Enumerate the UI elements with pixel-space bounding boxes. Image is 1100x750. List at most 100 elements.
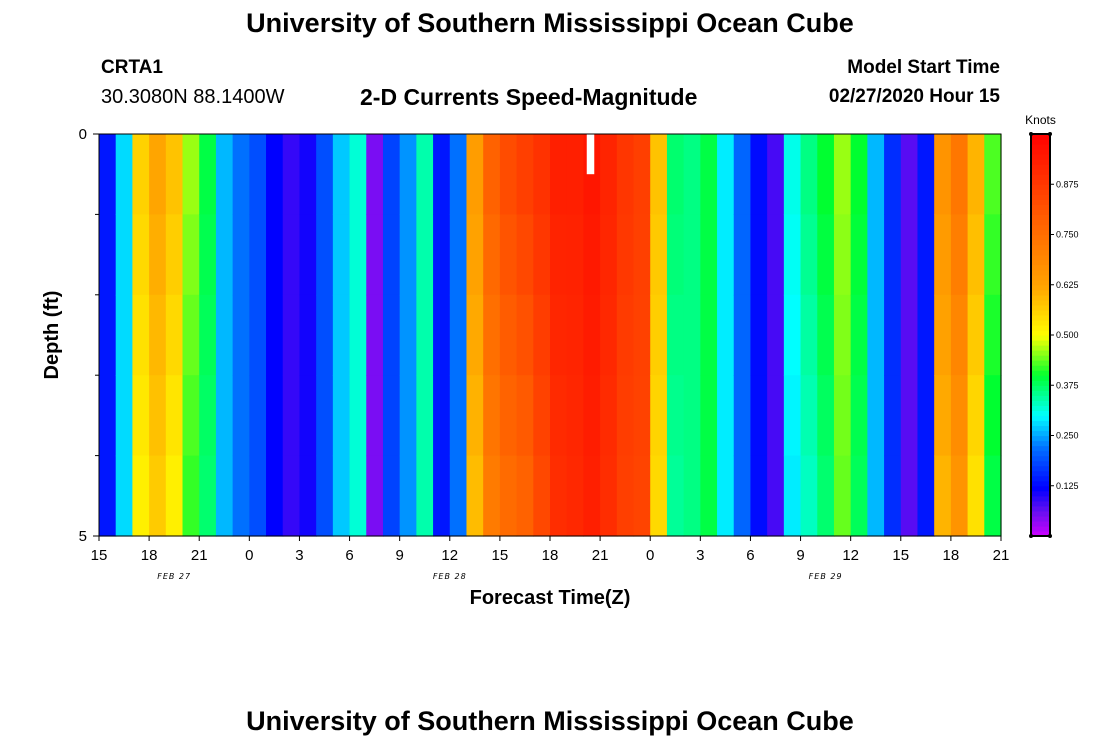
- heatmap-cell: [232, 294, 250, 376]
- heatmap-cell: [650, 375, 668, 457]
- heatmap-cell: [466, 455, 484, 537]
- station-id: CRTA1: [101, 57, 163, 78]
- heatmap-cell: [115, 455, 134, 537]
- colorbar-segment: [1031, 169, 1050, 175]
- heatmap-cell: [332, 375, 351, 457]
- colorbar-segment: [1031, 450, 1050, 457]
- heatmap-cell: [366, 294, 384, 376]
- heatmap-cell: [633, 214, 651, 296]
- heatmap-cell: [616, 134, 635, 215]
- heatmap-cell: [199, 375, 217, 457]
- heatmap-cell: [215, 134, 234, 215]
- colorbar-tick-label: 0.750: [1056, 230, 1079, 240]
- heatmap-cell: [282, 294, 301, 376]
- heatmap-cell: [867, 134, 885, 215]
- heatmap-cell: [733, 375, 752, 457]
- heatmap-cell: [132, 134, 150, 215]
- x-tick-label: 6: [746, 547, 754, 564]
- colorbar-segment: [1031, 269, 1050, 276]
- heatmap-cell: [683, 455, 701, 537]
- heatmap-cell: [149, 214, 167, 296]
- colorbar-segment: [1031, 335, 1050, 341]
- heatmap-cell: [850, 214, 868, 296]
- heatmap-cell: [199, 294, 217, 376]
- heatmap-cell: [650, 134, 668, 215]
- colorbar-segment: [1031, 294, 1050, 301]
- x-tick-label: 18: [542, 547, 559, 564]
- heatmap-cell: [984, 455, 1002, 537]
- heatmap-cell: [299, 214, 317, 296]
- heatmap-cell: [950, 375, 969, 457]
- colorbar-segment: [1031, 144, 1050, 150]
- heatmap-cell: [132, 294, 150, 376]
- heatmap-cell: [616, 294, 635, 376]
- colorbar-segment: [1031, 385, 1050, 391]
- heatmap-cell: [165, 455, 184, 537]
- heatmap-cell: [132, 375, 150, 457]
- colorbar-segment: [1031, 465, 1050, 472]
- heatmap-cell: [499, 375, 518, 457]
- heatmap-cell: [900, 375, 919, 457]
- heatmap-cell: [817, 375, 835, 457]
- heatmap-cell: [249, 214, 267, 296]
- heatmap-cell: [99, 294, 117, 376]
- heatmap-cell: [650, 455, 668, 537]
- colorbar-segment: [1031, 475, 1050, 482]
- heatmap-cell: [483, 214, 501, 296]
- heatmap-cell: [132, 214, 150, 296]
- colorbar-segment: [1031, 189, 1050, 195]
- heatmap-cell: [466, 134, 484, 215]
- heatmap-cell: [165, 375, 184, 457]
- heatmap-cell: [349, 134, 367, 215]
- heatmap-cell: [316, 455, 334, 537]
- heatmap-cell: [449, 455, 468, 537]
- colorbar-segment: [1031, 234, 1050, 241]
- heatmap-cell: [817, 294, 835, 376]
- heatmap-cell: [900, 134, 919, 215]
- heatmap-cell: [266, 375, 284, 457]
- heatmap-cell: [182, 294, 200, 376]
- heatmap-cell: [800, 375, 818, 457]
- colorbar-segment: [1031, 490, 1050, 497]
- heatmap-cell: [833, 294, 852, 376]
- x-tick-label: 12: [441, 547, 458, 564]
- heatmap-cell: [767, 455, 785, 537]
- heatmap-cell: [182, 134, 200, 215]
- heatmap-cell: [165, 134, 184, 215]
- colorbar-segment: [1031, 460, 1050, 467]
- page-title: University of Southern Mississippi Ocean…: [246, 8, 854, 38]
- heatmap-cell: [967, 294, 985, 376]
- heatmap-cell: [433, 134, 451, 215]
- colorbar-segment: [1031, 435, 1050, 442]
- heatmap-cell: [433, 294, 451, 376]
- heatmap-cell: [616, 375, 635, 457]
- heatmap-cell: [349, 294, 367, 376]
- heatmap-cell: [499, 214, 518, 296]
- colorbar-segment: [1031, 370, 1050, 376]
- heatmap-cell: [399, 134, 417, 215]
- y-tick-label: 0: [79, 126, 87, 143]
- heatmap-cell: [215, 294, 234, 376]
- colorbar-segment: [1031, 149, 1050, 155]
- footer-title: University of Southern Mississippi Ocean…: [246, 706, 854, 736]
- colorbar-segment: [1031, 345, 1050, 351]
- heatmap-cell: [633, 134, 651, 215]
- colorbar-segment: [1031, 530, 1050, 537]
- heatmap-cell: [382, 134, 401, 215]
- heatmap-cell: [833, 455, 852, 537]
- heatmap-cell: [199, 455, 217, 537]
- heatmap-cell: [967, 134, 985, 215]
- heatmap-cell: [633, 294, 651, 376]
- colorbar-segment: [1031, 209, 1050, 215]
- heatmap-cell: [433, 455, 451, 537]
- heatmap-cell: [750, 375, 768, 457]
- heatmap-cell: [583, 375, 601, 457]
- colorbar-segment: [1031, 400, 1050, 406]
- heatmap-cell: [850, 294, 868, 376]
- colorbar-tick-label: 0.375: [1056, 380, 1079, 390]
- heatmap-cell: [316, 294, 334, 376]
- heatmap-cell: [533, 455, 551, 537]
- heatmap-cell: [583, 294, 601, 376]
- heatmap-cell: [399, 455, 417, 537]
